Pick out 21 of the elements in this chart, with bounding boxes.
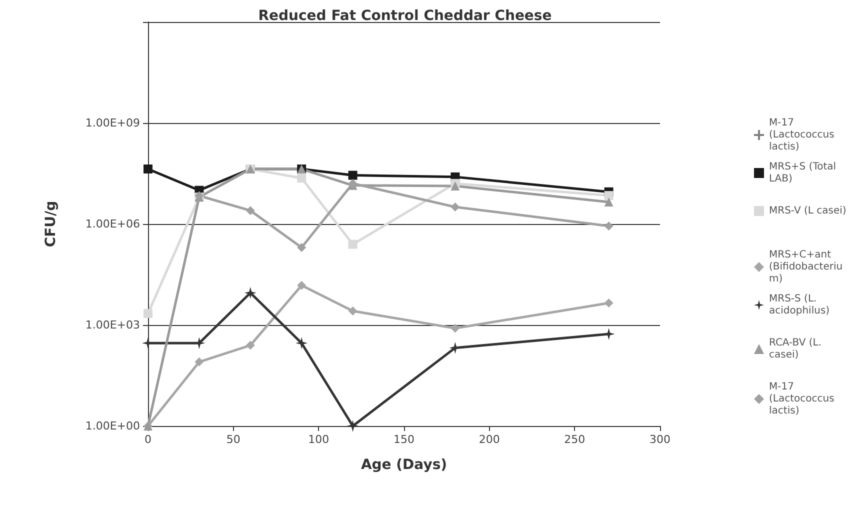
legend-label: MRS-V (L casei)	[769, 206, 846, 216]
chart-title: Reduced Fat Control Cheddar Cheese	[258, 8, 552, 24]
legend-label: M-17 (Lactococcus lactis)	[769, 382, 838, 416]
y-axis-title: CFU/g	[43, 200, 59, 248]
y-tick-label: 1.00E+00	[85, 420, 140, 432]
x-tick-label: 100	[308, 433, 330, 446]
x-tick-label: 50	[226, 433, 240, 446]
x-axis-title: Age (Days)	[360, 457, 448, 473]
legend-label: MRS-S (L. acidophilus)	[769, 294, 830, 316]
legend-label: M-17 (Lactococcus lactis)	[769, 118, 838, 152]
x-tick-label: 200	[478, 433, 500, 446]
x-tick-label: 150	[394, 433, 414, 446]
y-tick-label: 1.00E+09	[85, 116, 140, 130]
x-tick-label: 300	[650, 433, 670, 446]
y-tick-label: 1.00E+06	[85, 218, 140, 230]
y-tick-label: 1.00E+03	[85, 318, 140, 332]
x-tick-label: 0	[144, 433, 152, 446]
legend-label: MRS+C+ant (Bifidobacterium)	[769, 250, 843, 284]
legend-label: MRS+S (Total LAB)	[769, 162, 840, 184]
legend-label: RCA-BV (L. casei)	[769, 338, 825, 360]
x-tick-label: 250	[564, 433, 586, 446]
